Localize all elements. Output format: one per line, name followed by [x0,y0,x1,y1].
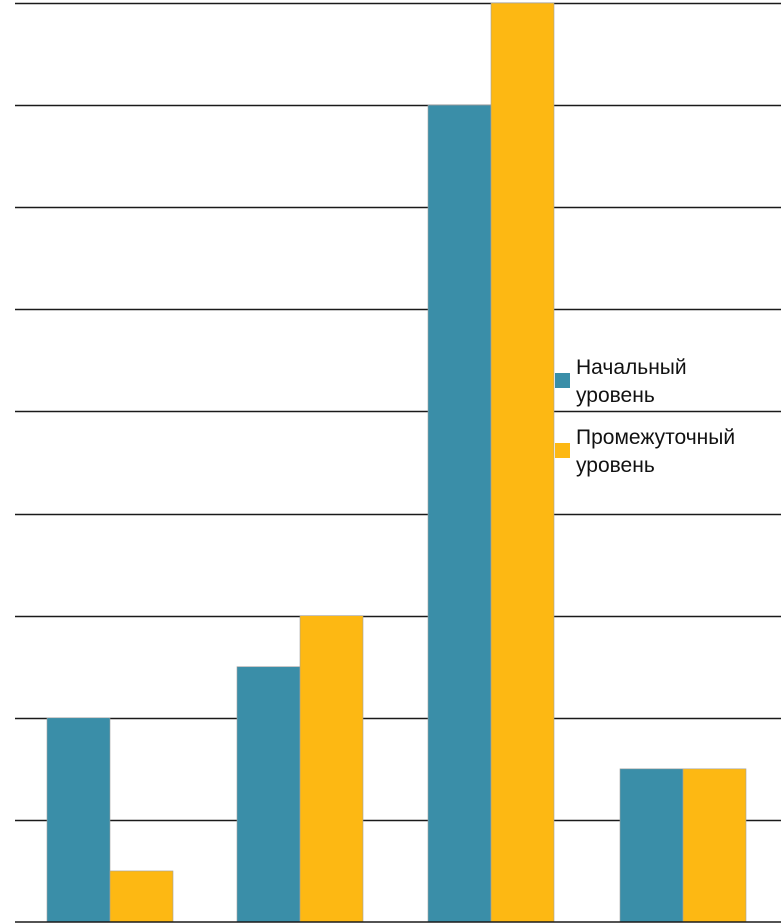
bar-series-1-category-3 [427,104,492,923]
bar-series-1-category-1 [46,717,111,923]
bar-series-2-category-4 [682,768,747,923]
legend-entry-background [555,350,781,408]
bar-series-2-category-2 [299,615,364,923]
legend-label-series-2-line-1: Промежуточный [576,426,735,449]
bars [46,2,747,923]
gridlines [15,2,781,822]
bar-series-2-category-3 [490,2,555,923]
legend: Начальный уровень Промежуточный уровень [555,350,781,478]
legend-entry-background [555,420,781,478]
legend-swatch-series-1 [555,373,570,388]
bar-series-1-category-4 [619,768,684,923]
bar-series-2-category-1 [109,870,174,923]
bar-series-1-category-2 [236,666,301,923]
legend-swatch-series-2 [555,443,570,458]
legend-label-series-1-line-1: Начальный [576,356,687,379]
legend-label-series-2-line-2: уровень [576,454,655,477]
legend-label-series-1-line-2: уровень [576,384,655,407]
